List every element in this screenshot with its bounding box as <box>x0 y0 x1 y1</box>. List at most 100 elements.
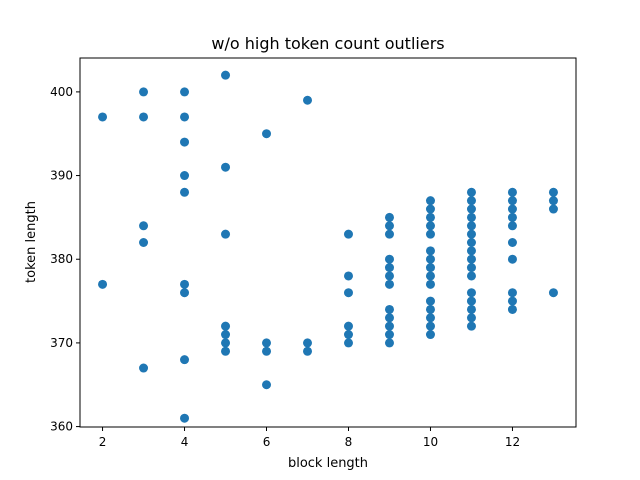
data-point <box>384 338 394 348</box>
data-point <box>343 271 353 281</box>
data-point <box>507 221 517 231</box>
x-tick-label: 4 <box>181 435 189 449</box>
data-point <box>221 229 231 239</box>
data-point <box>180 137 190 147</box>
data-point <box>466 204 476 214</box>
data-point <box>384 263 394 273</box>
data-point <box>507 204 517 214</box>
data-point <box>466 304 476 314</box>
data-point <box>98 112 108 122</box>
data-point <box>180 112 190 122</box>
x-tick-label: 10 <box>423 435 438 449</box>
data-point <box>221 338 231 348</box>
data-point <box>262 129 272 139</box>
data-point <box>425 304 435 314</box>
data-point <box>384 212 394 222</box>
data-point <box>221 162 231 172</box>
data-point <box>180 279 190 289</box>
data-point <box>98 279 108 289</box>
x-tick-label: 8 <box>345 435 353 449</box>
y-tick-label: 400 <box>50 85 73 99</box>
data-point <box>262 346 272 356</box>
data-point <box>384 330 394 340</box>
data-point <box>180 171 190 181</box>
data-point <box>466 263 476 273</box>
data-point <box>180 355 190 365</box>
y-tick-label: 380 <box>50 252 73 266</box>
data-point <box>139 363 149 373</box>
plot-frame <box>79 57 577 428</box>
data-point <box>548 204 558 214</box>
data-point <box>425 221 435 231</box>
data-point <box>425 254 435 264</box>
data-point <box>507 254 517 264</box>
x-tick-label: 12 <box>505 435 520 449</box>
data-point <box>221 70 231 80</box>
x-tick-label: 6 <box>263 435 271 449</box>
data-point <box>425 279 435 289</box>
data-point <box>303 346 313 356</box>
data-point <box>466 212 476 222</box>
data-point <box>507 187 517 197</box>
data-point <box>425 204 435 214</box>
data-point <box>425 330 435 340</box>
y-axis-ticks: 360 370 380 390 400 <box>50 85 80 434</box>
data-point <box>507 296 517 306</box>
y-axis-label: token length <box>24 201 39 283</box>
data-point <box>466 221 476 231</box>
y-tick-label: 360 <box>50 420 73 434</box>
data-point <box>425 246 435 256</box>
data-point <box>180 87 190 97</box>
data-point <box>343 330 353 340</box>
data-point <box>466 229 476 239</box>
data-point <box>425 313 435 323</box>
data-point <box>425 196 435 206</box>
data-point <box>548 187 558 197</box>
data-point <box>384 313 394 323</box>
data-point <box>507 212 517 222</box>
data-point <box>384 304 394 314</box>
data-point <box>466 313 476 323</box>
x-axis-ticks: 2 4 6 8 10 12 <box>99 427 520 449</box>
chart-title: w/o high token count outliers <box>211 34 444 53</box>
data-point <box>180 187 190 197</box>
x-tick-label: 2 <box>99 435 107 449</box>
data-point <box>466 296 476 306</box>
data-point <box>221 330 231 340</box>
data-point <box>466 254 476 264</box>
data-point <box>262 380 272 390</box>
data-point <box>425 321 435 331</box>
data-point <box>466 187 476 197</box>
data-point <box>221 321 231 331</box>
y-tick-label: 390 <box>50 169 73 183</box>
data-point <box>303 95 313 105</box>
data-point <box>466 246 476 256</box>
data-point <box>466 321 476 331</box>
data-point <box>507 288 517 298</box>
data-point <box>139 221 149 231</box>
data-point <box>343 338 353 348</box>
data-point <box>139 112 149 122</box>
data-point <box>425 296 435 306</box>
data-point <box>425 271 435 281</box>
data-point <box>507 238 517 247</box>
data-point <box>139 87 149 97</box>
data-point <box>384 279 394 289</box>
data-point <box>180 288 190 298</box>
data-point <box>262 338 272 348</box>
data-point <box>384 271 394 281</box>
data-point <box>303 338 313 348</box>
data-point <box>548 288 558 298</box>
data-point <box>466 271 476 281</box>
data-point <box>343 288 353 298</box>
data-point <box>425 212 435 222</box>
data-point <box>343 229 353 239</box>
data-point <box>466 238 476 247</box>
data-point <box>507 304 517 314</box>
data-point <box>507 196 517 206</box>
data-points <box>98 70 558 423</box>
data-point <box>548 196 558 206</box>
data-point <box>425 263 435 273</box>
